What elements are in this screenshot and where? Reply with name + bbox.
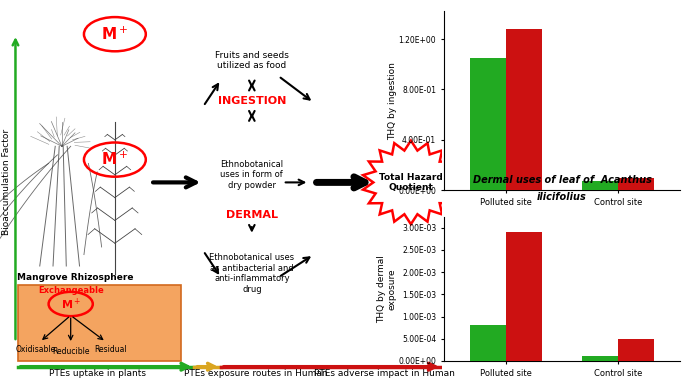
Bar	[506, 29, 542, 190]
Text: Residual: Residual	[94, 345, 127, 354]
Bar	[619, 178, 654, 190]
Polygon shape	[363, 141, 459, 224]
Text: PTEs exposure routes in Human: PTEs exposure routes in Human	[184, 369, 328, 378]
Text: M$^+$: M$^+$	[101, 25, 129, 43]
Text: Total Hazard
Quotient: Total Hazard Quotient	[379, 173, 443, 192]
Bar	[582, 356, 619, 361]
Text: M$^+$: M$^+$	[60, 296, 81, 312]
Text: Ethnobotanical
uses in form of
dry powder: Ethnobotanical uses in form of dry powde…	[221, 160, 284, 190]
Bar	[619, 339, 654, 361]
Text: Oxidisable: Oxidisable	[15, 345, 55, 354]
Text: M$^+$: M$^+$	[101, 151, 129, 168]
Text: ilicifolius: ilicifolius	[537, 192, 587, 202]
Text: Fruits and seeds
utilized as food: Fruits and seeds utilized as food	[215, 51, 289, 71]
Text: Dermal uses of leaf of  Acanthus: Dermal uses of leaf of Acanthus	[473, 175, 651, 185]
Bar	[582, 180, 619, 190]
Text: INGESTION: INGESTION	[218, 96, 286, 106]
Bar	[506, 232, 542, 361]
Text: PTEs adverse impact in Human: PTEs adverse impact in Human	[314, 369, 455, 378]
Y-axis label: THQ by dermal
exposure: THQ by dermal exposure	[377, 255, 397, 323]
Bar	[470, 58, 506, 190]
Text: DERMAL: DERMAL	[226, 210, 278, 220]
FancyBboxPatch shape	[18, 285, 181, 361]
Text: Bioaccumulation Factor: Bioaccumulation Factor	[2, 129, 11, 236]
Text: Exchangeable: Exchangeable	[38, 286, 103, 295]
Text: coarctata: coarctata	[536, 0, 588, 1]
Text: Ethnobotanical uses
as antibacterial and
anti-inflammatory
drug: Ethnobotanical uses as antibacterial and…	[210, 253, 295, 294]
Text: Mangrove Rhizosphere: Mangrove Rhizosphere	[17, 273, 134, 282]
Y-axis label: THQ by ingestion: THQ by ingestion	[388, 62, 397, 139]
Text: Reducible: Reducible	[52, 347, 90, 356]
Bar	[470, 325, 506, 361]
Text: PTEs uptake in plants: PTEs uptake in plants	[49, 369, 146, 378]
